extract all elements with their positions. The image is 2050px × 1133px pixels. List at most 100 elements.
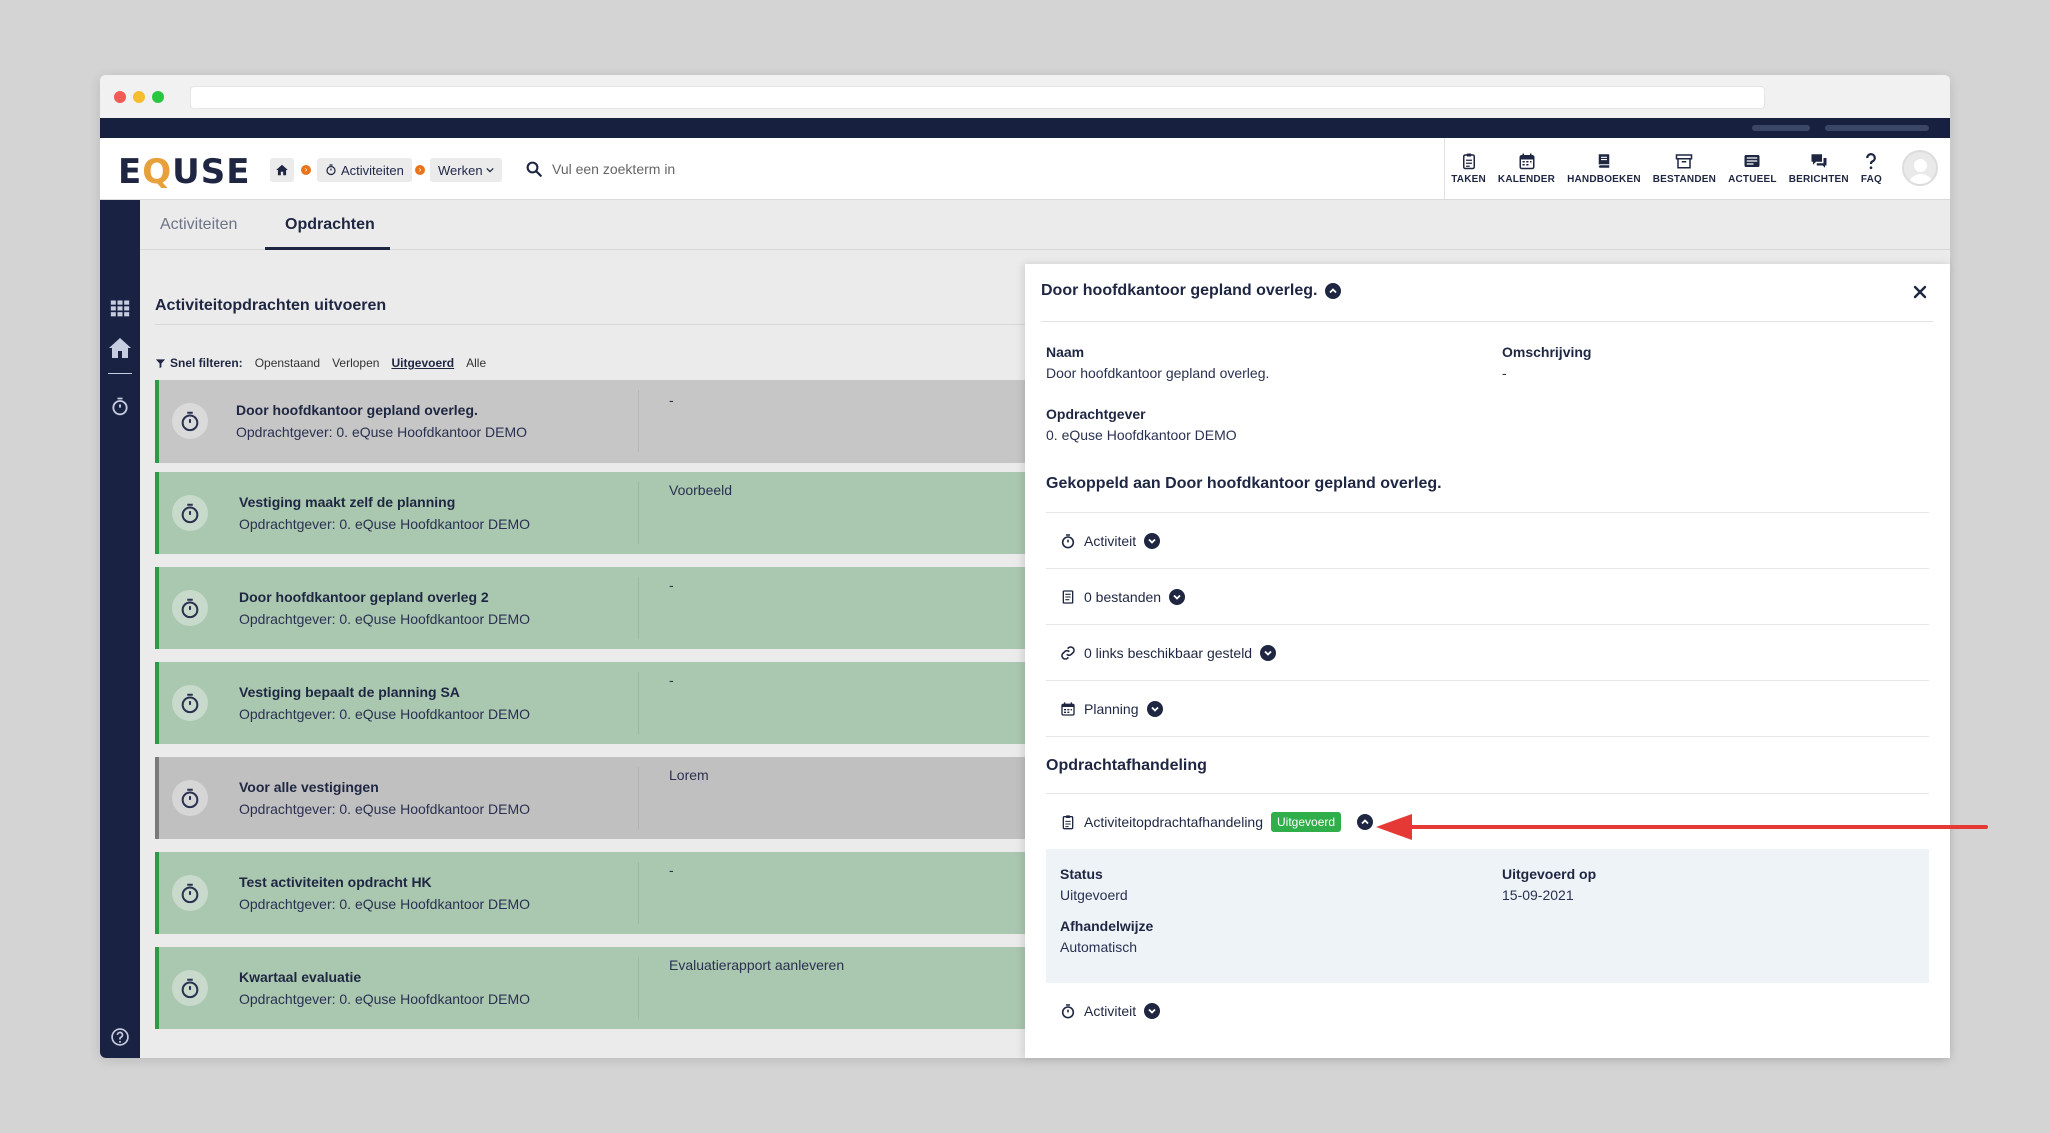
help-icon[interactable] bbox=[110, 1027, 130, 1047]
user-avatar[interactable] bbox=[1902, 150, 1938, 186]
stopwatch-icon bbox=[181, 693, 199, 714]
nav-tasks[interactable]: TAKEN bbox=[1445, 138, 1492, 199]
item-description: - bbox=[669, 672, 674, 688]
nav-messages[interactable]: BERICHTEN bbox=[1783, 138, 1855, 199]
panel-divider bbox=[1041, 321, 1933, 322]
expand-button[interactable] bbox=[1144, 1003, 1161, 1019]
item-divider bbox=[638, 577, 639, 639]
apps-grid-icon[interactable] bbox=[110, 298, 130, 318]
item-description: Voorbeeld bbox=[669, 482, 733, 498]
clipboard-icon bbox=[1462, 153, 1475, 170]
question-icon bbox=[1866, 153, 1877, 170]
nav-faq-label: FAQ bbox=[1860, 174, 1882, 185]
handling-details: Status Uitgevoerd Uitgevoerd op 15-09-20… bbox=[1046, 849, 1929, 983]
filter-open[interactable]: Openstaand bbox=[254, 356, 321, 370]
chevron-up-icon bbox=[1361, 818, 1369, 824]
nav-faq[interactable]: FAQ bbox=[1855, 138, 1888, 199]
stopwatch-icon bbox=[1061, 1004, 1075, 1019]
item-subtitle: Opdrachtgever: 0. eQuse Hoofdkantoor DEM… bbox=[239, 896, 531, 912]
client-label: Opdrachtgever bbox=[1046, 406, 1146, 422]
item-icon-wrap bbox=[172, 685, 208, 721]
annotation-arrow-icon bbox=[1376, 814, 1988, 840]
status-label: Status bbox=[1060, 866, 1103, 882]
item-divider bbox=[638, 957, 639, 1019]
item-description: - bbox=[669, 862, 674, 878]
item-subtitle: Opdrachtgever: 0. eQuse Hoofdkantoor DEM… bbox=[239, 991, 531, 1007]
linked-heading: Gekoppeld aan Door hoofdkantoor gepland … bbox=[1046, 475, 1442, 492]
handling-heading: Opdrachtafhandeling bbox=[1046, 757, 1207, 774]
close-window-button[interactable] bbox=[114, 91, 126, 103]
address-bar[interactable] bbox=[190, 86, 1765, 109]
breadcrumb-work-dropdown[interactable]: Werken bbox=[430, 158, 502, 182]
book-icon bbox=[1598, 154, 1610, 168]
chevron-down-icon bbox=[485, 167, 494, 173]
stopwatch-icon[interactable] bbox=[110, 396, 130, 416]
clipboard-icon bbox=[1062, 814, 1074, 829]
news-icon bbox=[1744, 155, 1760, 167]
filter-label: Snel filteren: bbox=[170, 356, 243, 370]
breadcrumb-home[interactable] bbox=[270, 158, 294, 182]
sidebar-divider bbox=[108, 373, 132, 374]
nav-calendar[interactable]: KALENDER bbox=[1492, 138, 1561, 199]
equse-logo[interactable]: EQUSE bbox=[118, 152, 251, 192]
item-title: Vestiging bepaalt de planning SA bbox=[239, 684, 460, 700]
panel-header: Door hoofdkantoor gepland overleg. bbox=[1041, 282, 1342, 300]
item-icon-wrap bbox=[172, 875, 208, 911]
item-subtitle: Opdrachtgever: 0. eQuse Hoofdkantoor DEM… bbox=[239, 516, 531, 532]
linked-planning-row[interactable]: Planning bbox=[1046, 680, 1929, 736]
expand-button[interactable] bbox=[1146, 700, 1163, 717]
item-title: Test activiteiten opdracht HK bbox=[239, 874, 432, 890]
status-badge: Uitgevoerd bbox=[1271, 811, 1342, 832]
item-icon-wrap bbox=[172, 780, 208, 816]
stopwatch-icon bbox=[181, 411, 199, 432]
item-icon-wrap bbox=[172, 590, 208, 626]
stopwatch-icon bbox=[326, 164, 336, 176]
active-tab-indicator bbox=[265, 247, 390, 250]
panel-title: Door hoofdkantoor gepland overleg. bbox=[1041, 282, 1318, 299]
stopwatch-icon bbox=[181, 503, 199, 524]
stopwatch-icon bbox=[181, 883, 199, 904]
item-title: Kwartaal evaluatie bbox=[239, 969, 362, 985]
chevron-down-icon bbox=[1150, 706, 1159, 712]
bottom-activity-row[interactable]: Activiteit bbox=[1046, 983, 1929, 1039]
quick-filters: Snel filteren: Openstaand Verlopen Uitge… bbox=[155, 356, 486, 370]
maximize-window-button[interactable] bbox=[152, 91, 164, 103]
filter-icon bbox=[155, 358, 166, 368]
breadcrumb-activities[interactable]: Activiteiten bbox=[317, 158, 412, 182]
tab-assignments[interactable]: Opdrachten bbox=[285, 216, 375, 233]
nav-tasks-label: TAKEN bbox=[1451, 174, 1486, 185]
linked-activity-row[interactable]: Activiteit bbox=[1046, 512, 1929, 568]
nav-files[interactable]: BESTANDEN bbox=[1647, 138, 1722, 199]
collapse-button[interactable] bbox=[1325, 283, 1342, 299]
item-description: Lorem bbox=[669, 767, 709, 783]
minimize-window-button[interactable] bbox=[133, 91, 145, 103]
nav-messages-label: BERICHTEN bbox=[1788, 174, 1849, 185]
tool-nav: TAKEN KALENDER HANDBOEKEN BESTANDEN ACTU… bbox=[1444, 138, 1950, 199]
close-icon[interactable] bbox=[1912, 284, 1928, 300]
filter-completed[interactable]: Uitgevoerd bbox=[391, 356, 455, 370]
expand-button[interactable] bbox=[1260, 644, 1277, 661]
item-title: Door hoofdkantoor gepland overleg 2 bbox=[239, 589, 489, 605]
nav-handbooks[interactable]: HANDBOEKEN bbox=[1561, 138, 1647, 199]
expand-button[interactable] bbox=[1169, 588, 1186, 605]
linked-files-label: 0 bestanden bbox=[1084, 588, 1162, 605]
filter-expired[interactable]: Verlopen bbox=[332, 356, 380, 370]
item-title: Vestiging maakt zelf de planning bbox=[239, 494, 456, 510]
filter-all[interactable]: Alle bbox=[466, 356, 487, 370]
status-value: Uitgevoerd bbox=[1060, 887, 1128, 903]
expand-button[interactable] bbox=[1144, 532, 1161, 549]
breadcrumb-work-label: Werken bbox=[438, 162, 483, 178]
document-icon bbox=[1062, 589, 1074, 604]
home-icon[interactable] bbox=[108, 336, 132, 360]
handling-row[interactable]: Activiteitopdrachtafhandeling Uitgevoerd bbox=[1046, 793, 1929, 849]
collapse-button[interactable] bbox=[1357, 813, 1374, 830]
nav-news[interactable]: ACTUEEL bbox=[1722, 138, 1783, 199]
linked-links-row[interactable]: 0 links beschikbaar gesteld bbox=[1046, 624, 1929, 680]
linked-files-row[interactable]: 0 bestanden bbox=[1046, 568, 1929, 624]
search-input[interactable] bbox=[552, 156, 1112, 182]
stopwatch-icon bbox=[181, 788, 199, 809]
tab-activities[interactable]: Activiteiten bbox=[160, 216, 238, 233]
linked-planning-label: Planning bbox=[1084, 700, 1139, 717]
item-subtitle: Opdrachtgever: 0. eQuse Hoofdkantoor DEM… bbox=[239, 611, 531, 627]
nav-handbooks-label: HANDBOEKEN bbox=[1567, 174, 1641, 185]
